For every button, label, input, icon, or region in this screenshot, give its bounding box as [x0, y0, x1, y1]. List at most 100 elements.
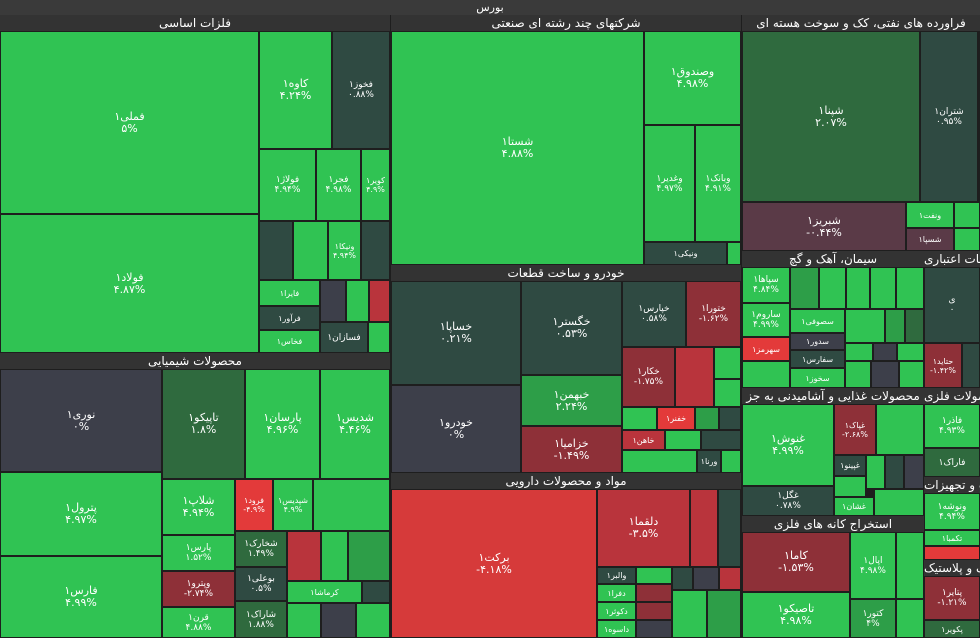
stock-tile[interactable]: خودرو۱ ۰%	[391, 385, 521, 473]
stock-tile[interactable]: دفرا۱	[597, 584, 636, 602]
stock-tile[interactable]	[896, 532, 924, 599]
stock-tile[interactable]	[885, 309, 905, 343]
stock-tile[interactable]: فاراک۱	[924, 448, 980, 477]
stock-tile[interactable]	[714, 379, 741, 407]
stock-tile[interactable]	[259, 221, 293, 280]
stock-tile[interactable]: کاما۱ -۱.۵۳%	[742, 532, 850, 592]
stock-tile[interactable]: والبر۱	[597, 567, 636, 584]
stock-tile[interactable]	[718, 489, 741, 567]
stock-tile[interactable]	[870, 267, 896, 309]
stock-tile[interactable]: شخارک۱ ۱.۴۹%	[235, 531, 287, 567]
stock-tile[interactable]: غپینو۱	[834, 455, 866, 476]
stock-tile[interactable]: فخاس۱	[259, 330, 320, 353]
stock-tile[interactable]: وصندوق۱ ۴.۹۸%	[644, 31, 741, 125]
stock-tile[interactable]	[876, 404, 924, 455]
stock-tile[interactable]	[287, 603, 321, 638]
stock-tile[interactable]	[320, 280, 346, 322]
stock-tile[interactable]: غگل۱ ۰.۷۸%	[742, 486, 834, 516]
stock-tile[interactable]	[321, 603, 356, 638]
stock-tile[interactable]	[293, 221, 328, 280]
stock-tile[interactable]: داسوه۱	[597, 620, 636, 638]
stock-tile[interactable]	[675, 347, 714, 407]
stock-tile[interactable]	[622, 450, 697, 473]
stock-tile[interactable]: تکمبا۱	[924, 530, 980, 546]
stock-tile[interactable]: سدور۱	[790, 333, 845, 350]
stock-tile[interactable]: سهرمز۱	[742, 337, 790, 361]
stock-tile[interactable]: خساپا۱ ۰.۲۱%	[391, 281, 521, 385]
stock-tile[interactable]: بوعلی۱ ۰.۵%	[235, 567, 287, 601]
stock-tile[interactable]: شتران۱ ۰.۹۵%	[920, 31, 978, 202]
stock-tile[interactable]	[636, 567, 672, 584]
stock-tile[interactable]	[622, 407, 657, 430]
stock-tile[interactable]: فولاد۱ ۴.۸۷%	[0, 214, 259, 353]
stock-tile[interactable]: غنوش۱ ۴.۹۹%	[742, 404, 834, 486]
stock-tile[interactable]	[313, 479, 390, 531]
stock-tile[interactable]: برکت۱ -۴.۱۸%	[391, 489, 597, 638]
stock-tile[interactable]: فسازان۱	[320, 322, 368, 353]
stock-tile[interactable]	[701, 430, 741, 450]
sector-title[interactable]: خودرو و ساخت قطعات	[391, 265, 741, 282]
sector-title[interactable]: محصولات فلزی	[924, 388, 980, 405]
stock-tile[interactable]	[871, 361, 899, 388]
stock-tile[interactable]: پترول۱ ۴.۹۷%	[0, 472, 162, 556]
stock-tile[interactable]	[719, 567, 741, 590]
stock-tile[interactable]: خپارس۱ ۰.۵۸%	[622, 281, 686, 347]
stock-tile[interactable]: وغدیر۱ ۴.۹۷%	[644, 125, 695, 242]
stock-tile[interactable]: فولاژ۱ ۴.۹۴%	[259, 149, 316, 221]
sector-title[interactable]: لاستیک و پلاستیک	[924, 560, 980, 577]
stock-tile[interactable]	[896, 267, 924, 309]
stock-tile[interactable]	[885, 455, 904, 489]
stock-tile[interactable]	[834, 476, 866, 497]
sector-title[interactable]: ماشین آلات و تجهیزات	[924, 477, 980, 494]
stock-tile[interactable]	[845, 343, 873, 361]
stock-tile[interactable]: قرن۱ ۴.۸۸%	[162, 607, 235, 638]
stock-tile[interactable]	[962, 343, 980, 388]
stock-tile[interactable]: تاپیکو۱ ۱.۸%	[162, 369, 245, 479]
stock-tile[interactable]: پکویر۱	[924, 620, 980, 638]
stock-tile[interactable]: ونوشه۱ ۴.۹۴%	[924, 493, 980, 530]
stock-tile[interactable]	[321, 531, 348, 581]
stock-tile[interactable]: کرماشا۱	[287, 581, 362, 603]
stock-tile[interactable]: ونیکی۱	[644, 242, 727, 265]
stock-tile[interactable]	[727, 242, 741, 265]
stock-tile[interactable]: دلقما۱ -۳.۵%	[597, 489, 690, 567]
stock-tile[interactable]: سفارس۱	[790, 350, 845, 368]
stock-tile[interactable]: وبانک۱ ۴.۹۱%	[695, 125, 741, 242]
sector-title[interactable]: شرکتهای چند رشته ای صنعتی	[391, 15, 741, 32]
stock-tile[interactable]	[719, 407, 741, 430]
stock-tile[interactable]: خبهمن۱ ۲.۲۴%	[521, 375, 622, 426]
stock-tile[interactable]	[873, 343, 897, 361]
stock-tile[interactable]	[904, 455, 924, 489]
stock-tile[interactable]	[954, 228, 980, 251]
stock-tile[interactable]: سخوز۱	[790, 368, 845, 388]
stock-tile[interactable]	[693, 567, 719, 590]
stock-tile[interactable]	[896, 599, 924, 638]
stock-tile[interactable]	[636, 602, 672, 620]
stock-tile[interactable]	[348, 531, 390, 581]
stock-tile[interactable]	[636, 584, 672, 602]
stock-tile[interactable]: فملی۱ ۵%	[0, 31, 259, 214]
stock-tile[interactable]	[672, 567, 693, 590]
stock-tile[interactable]	[361, 221, 390, 280]
stock-tile[interactable]: فرود۱ -۴.۹%	[235, 479, 273, 531]
stock-tile[interactable]: خزامیا۱ -۱.۴۹%	[521, 426, 622, 473]
stock-tile[interactable]	[954, 202, 980, 228]
stock-tile[interactable]: کویر۱ ۴.۹%	[361, 149, 390, 221]
stock-tile[interactable]: اپال۱ ۴.۹۸%	[850, 532, 896, 599]
stock-tile[interactable]: فاذر۱ ۴.۹۳%	[924, 404, 980, 448]
stock-tile[interactable]: فایرا۱	[259, 280, 320, 306]
stock-tile[interactable]: ونیکا۱ ۴.۹۴%	[328, 221, 361, 280]
stock-tile[interactable]	[672, 590, 707, 638]
stock-tile[interactable]	[874, 489, 924, 516]
stock-tile[interactable]	[368, 322, 390, 353]
stock-tile[interactable]: خاهن۱	[622, 430, 665, 450]
stock-tile[interactable]: شپنا۱ ۲.۰۷%	[742, 31, 920, 202]
stock-tile[interactable]	[287, 531, 321, 581]
sector-title[interactable]: بانکها و موسسات اعتباری	[924, 251, 980, 268]
stock-tile[interactable]: شبریز۱ -۰.۴۴%	[742, 202, 906, 251]
stock-tile[interactable]: شسپا۱	[906, 228, 954, 251]
stock-tile[interactable]: ونفت۱	[906, 202, 954, 228]
sector-title[interactable]: فلزات اساسی	[0, 15, 390, 32]
stock-tile[interactable]: فجر۱ ۴.۹۸%	[316, 149, 361, 221]
